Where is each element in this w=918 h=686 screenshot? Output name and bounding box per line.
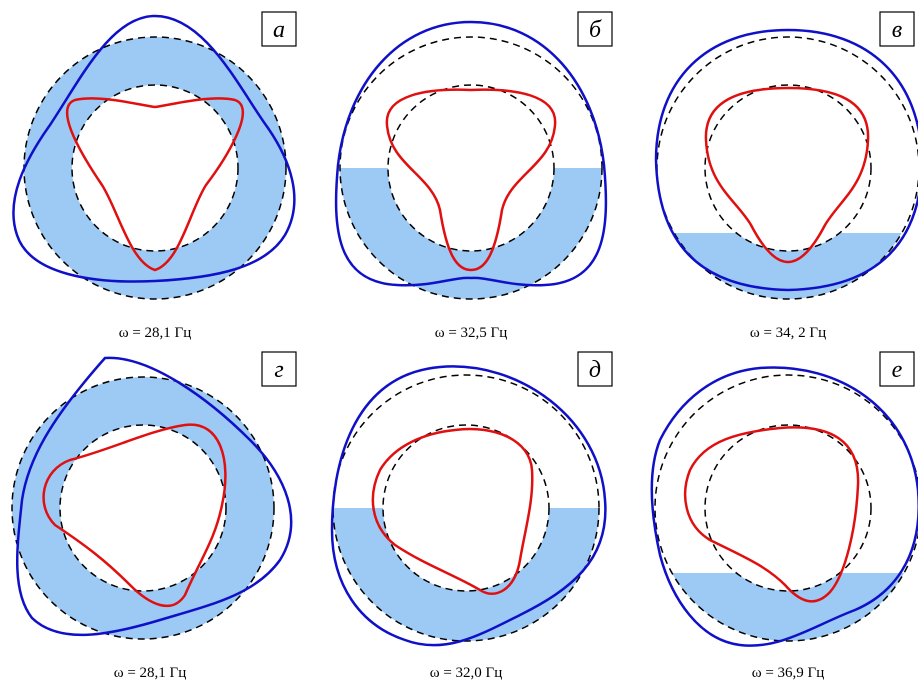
panel-label: г [274,357,283,383]
inner-dashed-circle [60,425,226,591]
panel-caption: ω = 28,1 Гц [119,325,192,341]
inner-dashed-circle [705,85,871,251]
inner-dashed-circle [72,85,238,251]
fluid-annulus [24,37,286,299]
panel-e: е ω = 36,9 Гц [652,352,918,681]
fluid-annulus [655,375,918,641]
panel-caption: ω = 36,9 Гц [752,665,825,681]
panel-label: б [589,17,602,43]
inner-dashed-circle [388,85,554,251]
panel-label: а [273,17,285,43]
panel-caption: ω = 32,0 Гц [430,665,503,681]
panel-label: д [589,357,601,383]
fluid-annulus [340,37,602,299]
panel-v: в ω = 34, 2 Гц [656,12,918,341]
panel-caption: ω = 32,5 Гц [435,325,508,341]
panel-caption: ω = 28,1 Гц [114,665,187,681]
inner-dashed-circle [705,425,871,591]
fluid-annulus [657,37,918,299]
panel-d: д ω = 32,0 Гц [332,352,612,681]
panel-a: а ω = 28,1 Гц [13,12,296,341]
panel-g: г ω = 28,1 Гц [12,352,296,681]
panel-b: б ω = 32,5 Гц [336,12,612,341]
fluid-annulus [12,377,274,639]
panel-label: е [892,357,903,383]
panel-label: в [892,17,902,43]
panel-caption: ω = 34, 2 Гц [750,325,826,341]
